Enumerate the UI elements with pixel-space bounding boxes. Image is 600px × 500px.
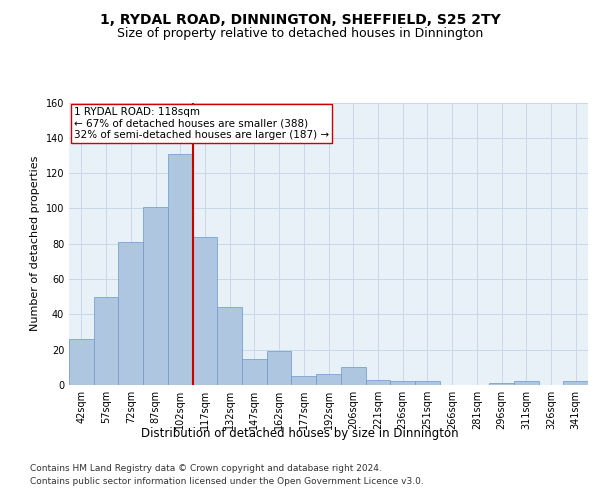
Bar [193, 236, 217, 385]
Bar [217, 308, 242, 385]
Bar [267, 352, 292, 385]
Text: Contains HM Land Registry data © Crown copyright and database right 2024.: Contains HM Land Registry data © Crown c… [30, 464, 382, 473]
Text: Size of property relative to detached houses in Dinnington: Size of property relative to detached ho… [117, 28, 483, 40]
Bar [365, 380, 390, 385]
Bar [489, 383, 514, 385]
Bar [118, 242, 143, 385]
Bar [390, 382, 415, 385]
Text: Distribution of detached houses by size in Dinnington: Distribution of detached houses by size … [141, 428, 459, 440]
Bar [563, 382, 588, 385]
Bar [242, 358, 267, 385]
Bar [168, 154, 193, 385]
Bar [143, 206, 168, 385]
Bar [69, 339, 94, 385]
Bar [94, 296, 118, 385]
Y-axis label: Number of detached properties: Number of detached properties [30, 156, 40, 332]
Text: Contains public sector information licensed under the Open Government Licence v3: Contains public sector information licen… [30, 478, 424, 486]
Text: 1, RYDAL ROAD, DINNINGTON, SHEFFIELD, S25 2TY: 1, RYDAL ROAD, DINNINGTON, SHEFFIELD, S2… [100, 12, 500, 26]
Bar [341, 368, 365, 385]
Bar [316, 374, 341, 385]
Bar [415, 382, 440, 385]
Text: 1 RYDAL ROAD: 118sqm
← 67% of detached houses are smaller (388)
32% of semi-deta: 1 RYDAL ROAD: 118sqm ← 67% of detached h… [74, 106, 329, 140]
Bar [292, 376, 316, 385]
Bar [514, 382, 539, 385]
